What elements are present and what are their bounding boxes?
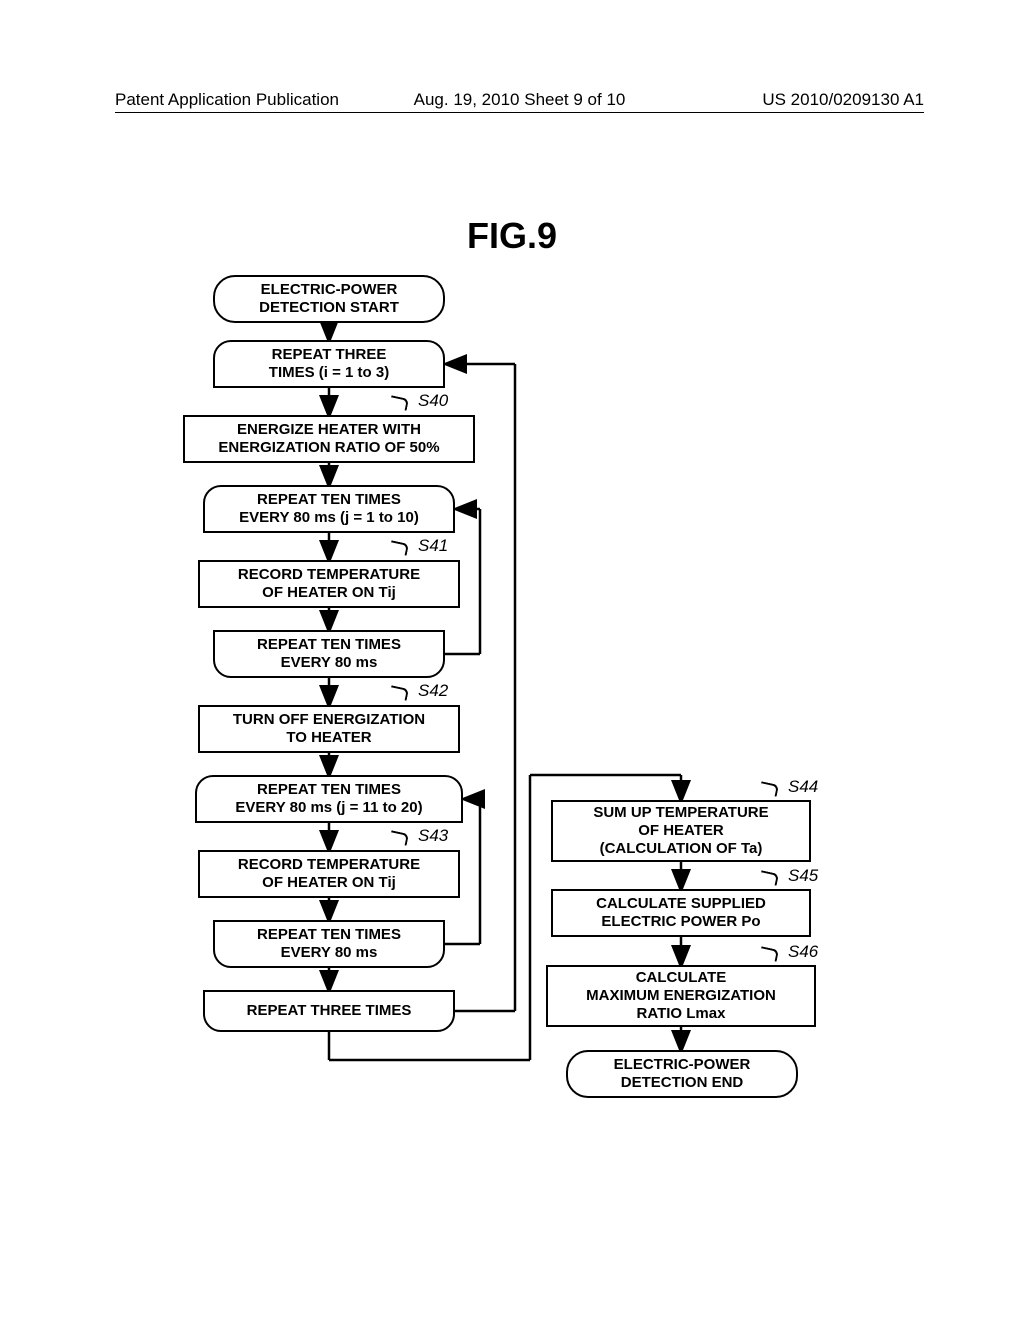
- ref-s40: S40: [418, 391, 448, 411]
- node-s41: RECORD TEMPERATUREOF HEATER ON Tij: [198, 560, 460, 608]
- node-s46: CALCULATEMAXIMUM ENERGIZATIONRATIO Lmax: [546, 965, 816, 1027]
- node-label: REPEAT TEN TIMESEVERY 80 ms: [257, 636, 401, 672]
- node-end: ELECTRIC-POWERDETECTION END: [566, 1050, 798, 1098]
- ref-tick-s41: [389, 540, 409, 555]
- node-loop2-start: REPEAT TEN TIMESEVERY 80 ms (j = 1 to 10…: [203, 485, 455, 533]
- ref-tick-s46: [759, 946, 779, 961]
- header-right: US 2010/0209130 A1: [762, 90, 924, 110]
- node-loop2-end: REPEAT TEN TIMESEVERY 80 ms: [213, 630, 445, 678]
- node-label: CALCULATE SUPPLIEDELECTRIC POWER Po: [596, 895, 766, 931]
- ref-s43: S43: [418, 826, 448, 846]
- ref-s46: S46: [788, 942, 818, 962]
- ref-tick-s43: [389, 830, 409, 845]
- node-s40: ENERGIZE HEATER WITHENERGIZATION RATIO O…: [183, 415, 475, 463]
- node-label: RECORD TEMPERATUREOF HEATER ON Tij: [238, 566, 420, 602]
- node-s44: SUM UP TEMPERATUREOF HEATER(CALCULATION …: [551, 800, 811, 862]
- node-start: ELECTRIC-POWERDETECTION START: [213, 275, 445, 323]
- header-center: Aug. 19, 2010 Sheet 9 of 10: [414, 90, 626, 110]
- header-rule: [115, 112, 924, 113]
- ref-s41: S41: [418, 536, 448, 556]
- node-s43: RECORD TEMPERATUREOF HEATER ON Tij: [198, 850, 460, 898]
- ref-tick-s44: [759, 781, 779, 796]
- flowchart-connectors: [0, 275, 1024, 1175]
- node-label: REPEAT TEN TIMESEVERY 80 ms (j = 1 to 10…: [239, 491, 419, 527]
- node-label: ELECTRIC-POWERDETECTION END: [614, 1056, 751, 1092]
- node-label: ENERGIZE HEATER WITHENERGIZATION RATIO O…: [218, 421, 439, 457]
- node-loop3-start: REPEAT TEN TIMESEVERY 80 ms (j = 11 to 2…: [195, 775, 463, 823]
- ref-tick-s45: [759, 870, 779, 885]
- node-loop1-start: REPEAT THREETIMES (i = 1 to 3): [213, 340, 445, 388]
- ref-tick-s40: [389, 395, 409, 410]
- node-loop1-end: REPEAT THREE TIMES: [203, 990, 455, 1032]
- node-label: REPEAT THREETIMES (i = 1 to 3): [269, 346, 389, 382]
- node-label: RECORD TEMPERATUREOF HEATER ON Tij: [238, 856, 420, 892]
- node-label: ELECTRIC-POWERDETECTION START: [259, 281, 399, 317]
- header-left: Patent Application Publication: [115, 90, 339, 110]
- node-loop3-end: REPEAT TEN TIMESEVERY 80 ms: [213, 920, 445, 968]
- node-label: REPEAT THREE TIMES: [247, 1002, 412, 1020]
- figure-title: FIG.9: [467, 215, 557, 257]
- node-s45: CALCULATE SUPPLIEDELECTRIC POWER Po: [551, 889, 811, 937]
- node-label: SUM UP TEMPERATUREOF HEATER(CALCULATION …: [593, 804, 768, 858]
- ref-tick-s42: [389, 685, 409, 700]
- node-label: CALCULATEMAXIMUM ENERGIZATIONRATIO Lmax: [586, 969, 776, 1023]
- node-s42: TURN OFF ENERGIZATIONTO HEATER: [198, 705, 460, 753]
- node-label: TURN OFF ENERGIZATIONTO HEATER: [233, 711, 425, 747]
- page-header: Patent Application Publication Aug. 19, …: [115, 90, 924, 110]
- node-label: REPEAT TEN TIMESEVERY 80 ms (j = 11 to 2…: [235, 781, 422, 817]
- ref-s42: S42: [418, 681, 448, 701]
- ref-s45: S45: [788, 866, 818, 886]
- ref-s44: S44: [788, 777, 818, 797]
- node-label: REPEAT TEN TIMESEVERY 80 ms: [257, 926, 401, 962]
